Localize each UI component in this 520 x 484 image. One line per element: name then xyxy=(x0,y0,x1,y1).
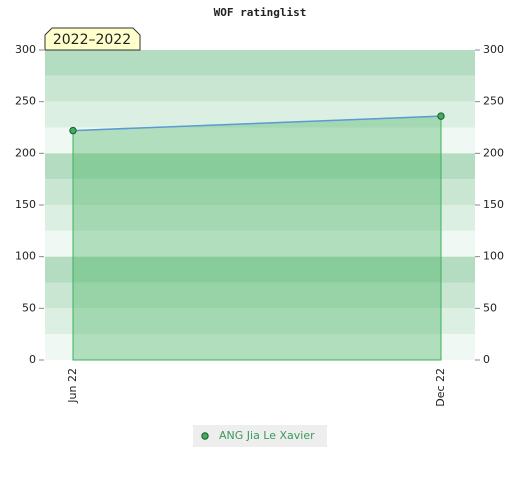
x-tick-label: Jun 22 xyxy=(66,368,79,404)
y2-tick-label: 0 xyxy=(483,353,490,366)
x-tick-label: Dec 22 xyxy=(434,368,447,407)
data-point xyxy=(69,126,77,135)
y-tick-label: 150 xyxy=(15,198,36,211)
background-band xyxy=(45,334,475,360)
y-tick-label: 250 xyxy=(15,95,36,108)
annotation: 2022–2022 xyxy=(53,32,131,48)
y-tick-label: 200 xyxy=(15,146,36,159)
legend-box xyxy=(193,425,327,447)
y-tick-label: 300 xyxy=(15,43,36,56)
y2-tick-label: 200 xyxy=(483,146,504,159)
background-band xyxy=(45,256,475,283)
legend-marker xyxy=(201,432,209,440)
background-band xyxy=(45,205,475,231)
y2-tick-label: 150 xyxy=(483,198,504,211)
y-tick-label: 100 xyxy=(15,250,36,263)
y2-tick-label: 50 xyxy=(483,301,497,314)
y2-tick-label: 100 xyxy=(483,250,504,263)
series-line xyxy=(72,115,442,132)
background-band xyxy=(45,75,475,102)
background-band xyxy=(45,50,475,76)
legend-label: ANG Jia Le Xavier xyxy=(219,429,315,442)
background-band xyxy=(45,179,475,205)
background-band xyxy=(45,282,475,309)
background-band xyxy=(45,153,475,180)
background-band xyxy=(45,230,475,257)
y-tick-label: 0 xyxy=(29,353,36,366)
y2-tick-label: 300 xyxy=(483,43,504,56)
chart-title: WOF ratinglist xyxy=(214,6,307,19)
y-tick-label: 50 xyxy=(22,301,36,314)
annotation-box xyxy=(44,27,141,51)
background-band xyxy=(45,127,475,154)
y2-tick-label: 250 xyxy=(483,95,504,108)
background-band xyxy=(45,308,475,335)
data-point xyxy=(437,112,445,120)
series-area xyxy=(72,115,442,361)
